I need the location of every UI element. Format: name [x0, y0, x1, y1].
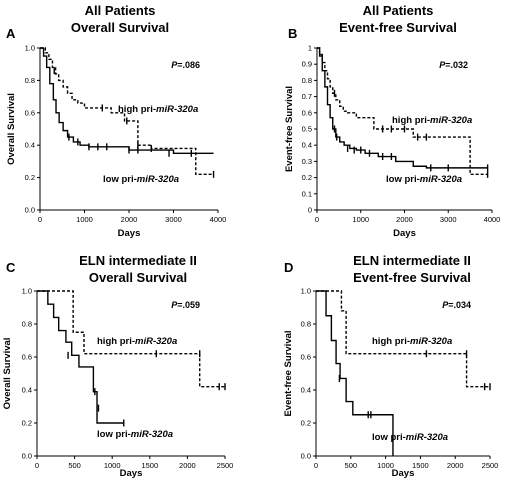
series-label-high: high pri-miR-320a: [97, 336, 177, 347]
panel-c: ELN intermediate II Overall Survival C 0 500…: [2, 253, 233, 479]
series-label-high: high pri-miR-320a: [372, 336, 452, 347]
x-tick-label: 500: [345, 461, 358, 470]
panel-a: All Patients Overall Survival A 0 1000 2000 30…: [6, 3, 226, 239]
panel-letter: B: [288, 26, 297, 41]
chart-title-line2: Event-free Survival: [339, 20, 457, 35]
y-tick-label: 0.4: [22, 386, 32, 395]
panel-letter: A: [6, 26, 16, 41]
series-label-low: low pri-miR-320a: [372, 432, 448, 443]
x-tick-label: 2500: [482, 461, 499, 470]
x-tick-label: 1000: [104, 461, 121, 470]
y-tick-label: 0.2: [302, 173, 312, 182]
y-tick-label: 1.0: [22, 287, 32, 296]
x-tick-label: 2000: [396, 215, 413, 224]
y-tick-label: 0.5: [302, 125, 312, 134]
p-value: P=.059: [171, 300, 200, 310]
y-axis-label: Overall Survival: [6, 93, 17, 165]
chart-title-line2: Overall Survival: [71, 20, 169, 35]
series-line-low: [316, 290, 394, 456]
panel-b: All Patients Event-free Survival B 0 1000 200…: [284, 3, 500, 239]
y-axis-label: Event-free Survival: [284, 86, 295, 172]
y-tick-label: 0.6: [25, 108, 35, 117]
x-tick-label: 2000: [447, 461, 464, 470]
y-tick-label: 0.3: [302, 157, 312, 166]
y-tick-label: 0.2: [25, 173, 35, 182]
y-tick-label: 1.0: [301, 287, 311, 296]
panel-d: ELN intermediate II Event-free Survival D 0…: [283, 253, 498, 479]
x-tick-label: 2000: [121, 215, 138, 224]
chart-title-line1: All Patients: [85, 3, 156, 18]
y-tick-label: 0.6: [301, 353, 311, 362]
y-tick-label: 0.8: [25, 76, 35, 85]
y-tick-label: 1.0: [25, 44, 35, 53]
y-tick-label: 0.9: [302, 60, 312, 69]
y-tick-label: 0.4: [25, 141, 35, 150]
x-tick-label: 500: [68, 461, 81, 470]
series-label-low: low pri-miR-320a: [103, 174, 179, 185]
x-tick-label: 1000: [377, 461, 394, 470]
x-tick-label: 3000: [165, 215, 182, 224]
y-tick-label: 0.0: [301, 452, 311, 461]
x-axis-label: Days: [120, 468, 143, 479]
panel-letter: D: [284, 260, 293, 275]
p-value: P=.086: [171, 60, 200, 70]
series-line-low: [40, 47, 214, 154]
x-tick-label: 0: [38, 215, 42, 224]
y-tick-label: 0.8: [301, 320, 311, 329]
x-tick-label: 0: [315, 215, 319, 224]
chart-title-line1: ELN intermediate II: [79, 253, 197, 268]
y-tick-label: 0.6: [302, 108, 312, 117]
chart-title-line1: ELN intermediate II: [353, 253, 471, 268]
y-tick-label: 0.8: [302, 76, 312, 85]
series-line-low: [317, 47, 488, 169]
y-tick-label: 0.2: [22, 419, 32, 428]
series-label-low: low pri-miR-320a: [97, 429, 173, 440]
x-tick-label: 1000: [352, 215, 369, 224]
y-tick-label: 0: [308, 206, 312, 215]
y-tick-label: 0.6: [22, 353, 32, 362]
x-tick-label: 4000: [484, 215, 501, 224]
y-tick-label: 0.1: [302, 189, 312, 198]
y-axis-label: Event-free Survival: [283, 330, 294, 416]
x-tick-label: 1500: [412, 461, 429, 470]
x-tick-label: 2500: [217, 461, 234, 470]
y-axis-label: Overall Survival: [2, 338, 13, 410]
y-tick-label: 0.4: [302, 141, 312, 150]
x-axis-label: Days: [118, 228, 141, 239]
x-tick-label: 1500: [141, 461, 158, 470]
series-line-high: [316, 290, 490, 388]
x-axis-label: Days: [393, 228, 416, 239]
series-line-high: [40, 47, 214, 176]
y-tick-label: 0.7: [302, 92, 312, 101]
y-tick-label: 0.8: [22, 320, 32, 329]
series-line-high: [37, 290, 225, 388]
chart-title-line1: All Patients: [363, 3, 434, 18]
x-tick-label: 3000: [440, 215, 457, 224]
chart-title-line2: Event-free Survival: [353, 270, 471, 285]
series-line-high: [317, 47, 488, 176]
y-tick-label: 0.0: [22, 452, 32, 461]
y-tick-label: 1: [308, 44, 312, 53]
y-tick-label: 0.2: [301, 419, 311, 428]
p-value: P=.032: [439, 60, 468, 70]
x-tick-label: 0: [35, 461, 39, 470]
p-value: P=.034: [442, 300, 471, 310]
x-tick-label: 0: [314, 461, 318, 470]
x-tick-label: 2000: [179, 461, 196, 470]
panel-letter: C: [6, 260, 16, 275]
x-tick-label: 1000: [76, 215, 93, 224]
series-line-low: [37, 290, 124, 424]
chart-title-line2: Overall Survival: [89, 270, 187, 285]
series-label-high: high pri-miR-320a: [118, 104, 198, 115]
series-label-low: low pri-miR-320a: [386, 174, 462, 185]
series-label-high: high pri-miR-320a: [392, 115, 472, 126]
x-tick-label: 4000: [210, 215, 227, 224]
x-axis-label: Days: [392, 468, 415, 479]
y-tick-label: 0.4: [301, 386, 311, 395]
y-tick-label: 0.0: [25, 206, 35, 215]
